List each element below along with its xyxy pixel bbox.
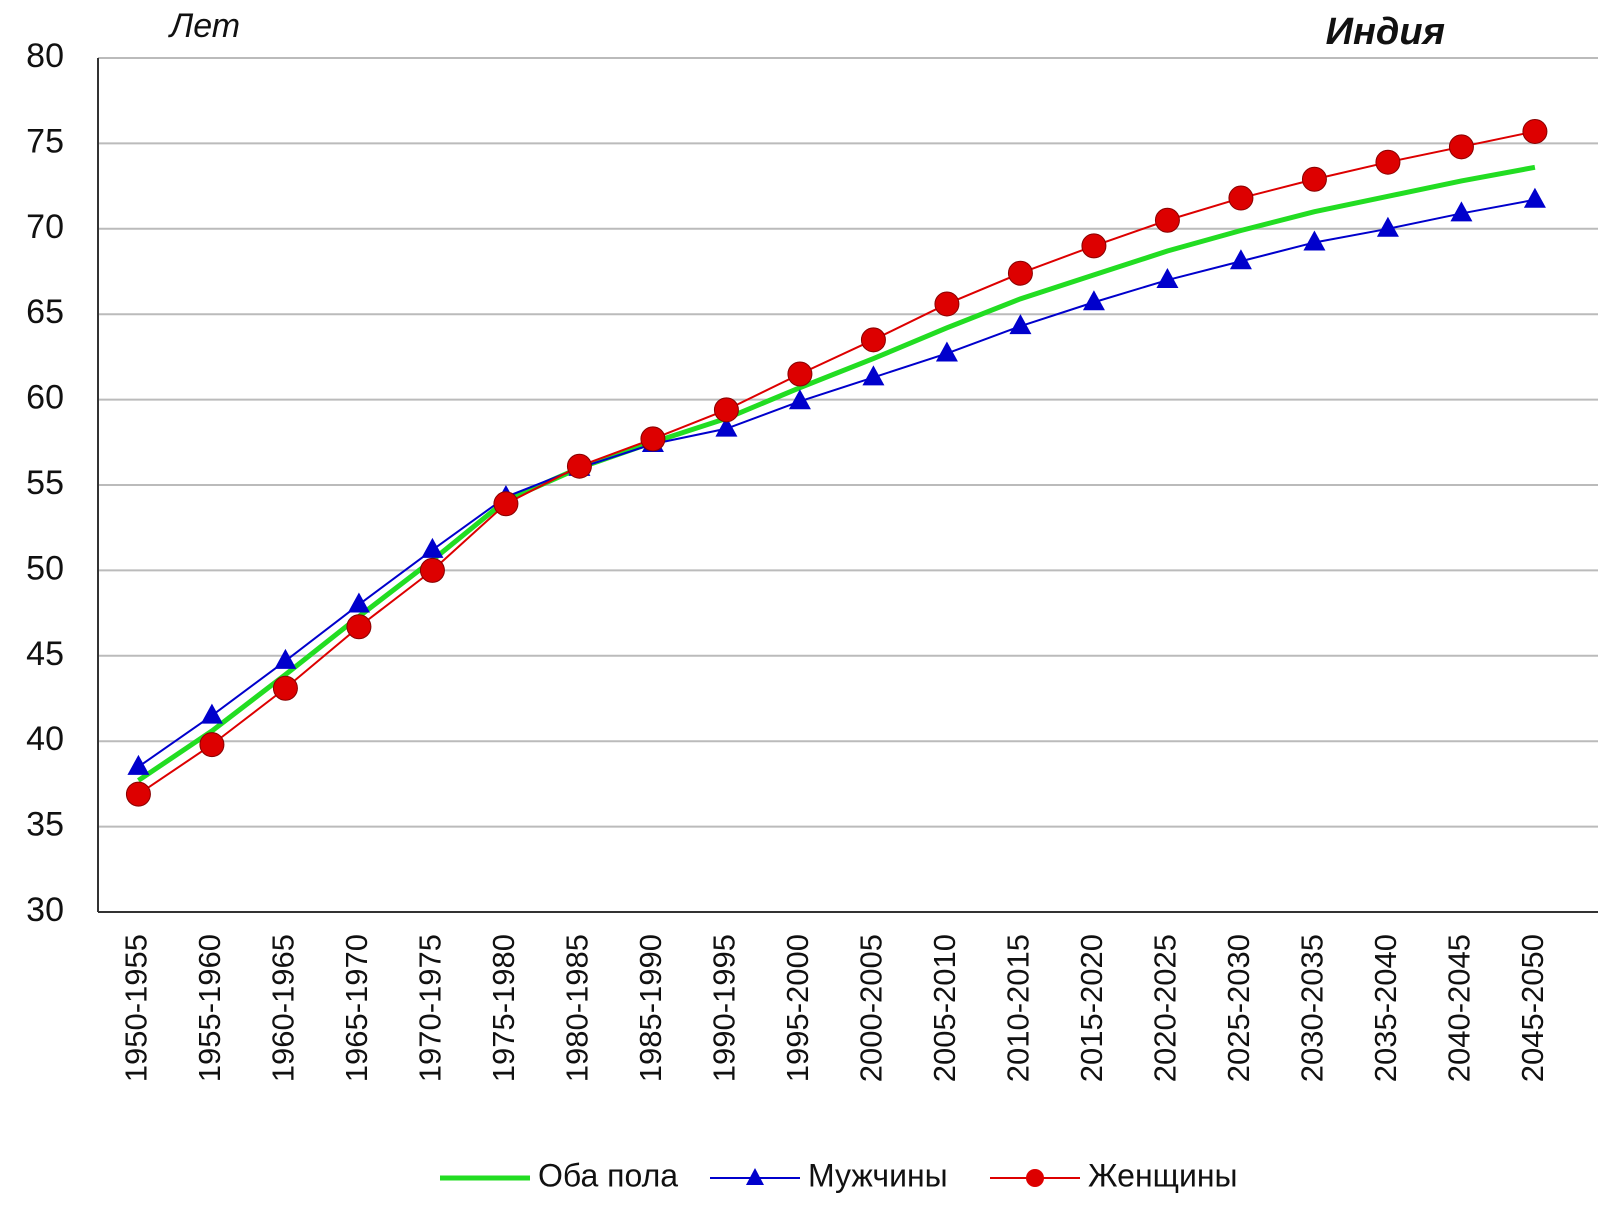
chart-title: Индия [1326,11,1445,53]
marker [1448,134,1474,160]
marker [1522,118,1548,144]
marker [935,341,958,362]
y-tick-label: 50 [26,549,64,587]
marker [1007,260,1033,286]
marker [127,754,150,775]
legend-marker [746,1168,764,1185]
x-tick-label: 2025-2030 [1221,934,1256,1082]
marker [1303,230,1326,251]
x-tick-label: 2040-2045 [1442,934,1477,1082]
x-tick-label: 1985-1990 [633,934,668,1082]
marker [272,675,298,701]
marker [862,365,885,386]
marker [1229,249,1252,270]
marker [1450,201,1473,222]
marker [1081,233,1107,259]
marker [1082,290,1105,311]
x-tick-label: 2005-2010 [927,934,962,1082]
marker [347,592,370,613]
y-tick-label: 55 [26,464,64,502]
marker [493,491,519,517]
y-tick-label: 80 [26,37,64,75]
x-tick-label: 1995-2000 [780,934,815,1082]
marker [200,703,223,724]
marker [715,416,738,437]
marker [566,453,592,479]
marker [787,361,813,387]
x-tick-label: 1980-1985 [560,934,595,1082]
marker [1009,314,1032,335]
line [137,164,1536,783]
marker [1156,268,1179,289]
y-axis-label: Лет [168,7,240,45]
x-tick-label: 2000-2005 [854,934,889,1082]
marker [1228,185,1254,211]
marker [274,648,297,669]
y-tick-label: 30 [26,891,64,929]
x-tick-label: 1955-1960 [192,934,227,1082]
x-tick-label: 1950-1955 [119,934,154,1082]
marker [1301,166,1327,192]
marker [199,732,225,758]
marker [125,781,151,807]
marker [346,614,372,640]
marker [421,537,444,558]
x-tick-label: 2015-2020 [1074,934,1109,1082]
marker [1376,216,1399,237]
y-tick-label: 65 [26,293,64,331]
legend-label: Женщины [1088,1157,1238,1193]
y-tick-label: 35 [26,806,64,844]
x-tick-label: 1990-1995 [707,934,742,1082]
x-tick-label: 2035-2040 [1368,934,1403,1082]
x-tick-label: 1975-1980 [486,934,521,1082]
x-tick-label: 2010-2015 [1001,934,1036,1082]
legend-marker [1026,1169,1044,1187]
legend: Оба пола Мужчины Женщины [440,1157,1238,1193]
marker [713,397,739,423]
marker [419,557,445,583]
marker [860,327,886,353]
legend-label: Мужчины [808,1157,948,1193]
marker [640,426,666,452]
x-tick-label: 2045-2050 [1515,934,1550,1082]
y-tick-label: 60 [26,379,64,417]
x-tick-label: 1965-1970 [339,934,374,1082]
series [137,164,1536,783]
x-tick-label: 1960-1965 [266,934,301,1082]
series [125,118,1548,807]
legend-label: Оба пола [538,1157,678,1193]
marker [788,389,811,410]
y-tick-label: 40 [26,720,64,758]
line [137,130,1536,795]
y-tick-label: 70 [26,208,64,246]
marker [1375,149,1401,175]
line [137,198,1536,768]
y-tick-label: 45 [26,635,64,673]
marker [934,291,960,317]
y-tick-label: 75 [26,122,64,160]
x-tick-label: 2030-2035 [1295,934,1330,1082]
x-tick-label: 1970-1975 [413,934,448,1082]
marker [1523,187,1546,208]
marker [1154,207,1180,233]
x-tick-label: 2020-2025 [1148,934,1183,1082]
